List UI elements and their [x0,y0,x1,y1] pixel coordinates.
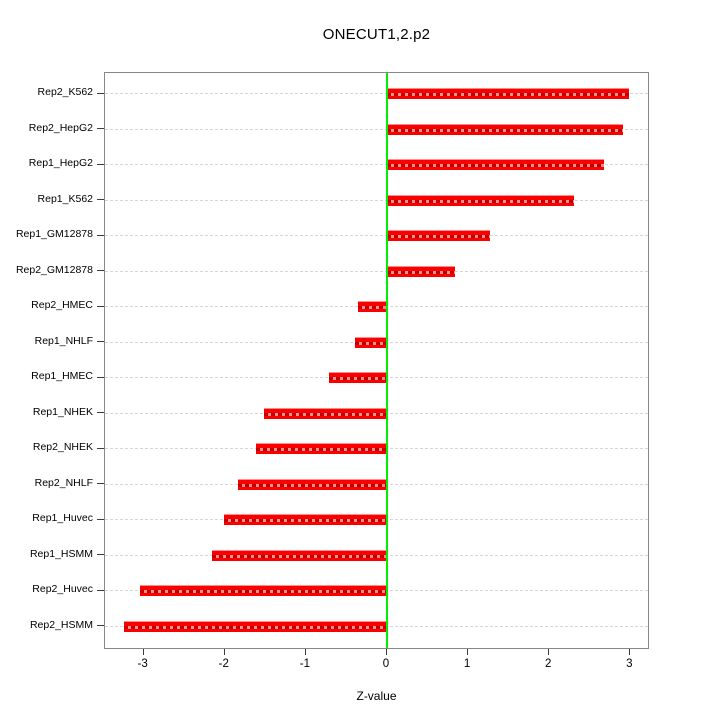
gridline [105,235,648,237]
y-axis-tick [97,447,104,449]
bar-stripe [387,93,630,96]
y-label-Rep2_GM12878: Rep2_GM12878 [15,263,93,276]
y-axis-tick [97,376,104,378]
x-tick-label-0: 0 [382,658,390,670]
bar-stripe [387,235,490,239]
bar-stripe [387,199,574,203]
x-axis-tick [467,649,469,655]
y-label-Rep2_K562: Rep2_K562 [37,86,93,98]
x-tick-label-3: 3 [626,658,633,670]
y-label-Rep2_NHLF: Rep2_NHLF [34,476,93,489]
y-label-Rep1_Huvec: Rep1_Huvec [32,512,93,525]
bar-stripe [354,341,387,345]
bar-stripe [211,554,387,558]
bar-Rep1_GM12878 [387,230,490,242]
bar-Rep1_NHEK [263,407,387,419]
y-label-Rep1_NHLF: Rep1_NHLF [34,334,93,347]
y-label-Rep2_HMEC: Rep2_HMEC [31,299,93,312]
y-axis-tick [97,234,104,236]
y-axis-tick [97,92,104,94]
x-tick-label--1: -1 [299,658,310,670]
x-axis-tick [304,649,306,655]
y-label-Rep1_HMEC: Rep1_HMEC [31,370,93,383]
x-axis-tick [548,649,550,655]
bar-Rep2_NHEK [256,443,387,455]
x-tick-label--2: -2 [218,658,229,670]
x-tick-label-2: 2 [544,658,552,670]
x-axis-title: Z-value [356,689,397,703]
x-axis-tick [386,649,387,655]
y-label-Rep1_HSMM: Rep1_HSMM [29,547,93,560]
plot-area [104,72,649,649]
bar-stripe [237,483,387,487]
bar-Rep1_Huvec [223,514,387,526]
y-label-Rep1_K562: Rep1_K562 [37,192,93,205]
bar-Rep1_HSMM [211,549,387,561]
y-label-Rep1_NHEK: Rep1_NHEK [32,405,93,418]
bar-stripe [387,128,623,132]
bar-Rep2_Huvec [139,585,387,597]
x-tick-label--3: -3 [137,658,148,670]
y-axis-tick [97,518,104,520]
gridline [105,270,648,272]
x-axis-tick [142,649,144,655]
y-label-Rep1_GM12878: Rep1_GM12878 [15,228,93,241]
bar-stripe [328,377,387,381]
bar-stripe [124,625,387,629]
y-label-Rep1_HepG2: Rep1_HepG2 [28,157,93,170]
bar-Rep2_GM12878 [387,265,456,277]
x-tick-label-1: 1 [463,658,471,670]
bar-Rep2_NHLF [237,478,387,490]
bar-Rep1_K562 [387,194,574,206]
y-axis-tick [97,163,104,165]
y-axis-tick [97,270,104,272]
bar-stripe [387,164,605,168]
bar-stripe [357,306,387,310]
gridline [105,128,648,130]
y-axis-tick [97,554,104,556]
y-label-Rep2_HepG2: Rep2_HepG2 [28,121,93,134]
x-axis-tick [223,649,225,655]
gridline [105,93,648,94]
bar-stripe [256,448,387,452]
bar-stripe [387,270,456,274]
zero-reference-line [386,73,388,648]
y-label-Rep2_HSMM: Rep2_HSMM [29,618,93,631]
bar-Rep2_HMEC [357,301,387,313]
bar-stripe [223,519,387,523]
bar-stripe [139,590,387,594]
bar-Rep2_HepG2 [387,123,623,135]
x-axis-tick [629,649,631,655]
bar-Rep1_HMEC [328,372,387,384]
y-axis-tick [97,305,104,307]
bar-Rep2_K562 [387,88,630,99]
bar-Rep2_HSMM [124,620,387,632]
y-label-Rep2_NHEK: Rep2_NHEK [32,441,93,454]
chart-title: ONECUT1,2.p2 [322,26,431,43]
y-axis-tick [97,483,104,485]
y-axis-tick [97,625,104,627]
bar-Rep1_HepG2 [387,159,605,171]
y-axis-tick [97,589,104,591]
y-axis-tick [97,128,104,130]
bar-Rep1_NHLF [354,336,387,348]
gridline [105,164,648,166]
y-axis-tick [97,341,104,343]
y-axis-tick [97,199,104,201]
y-axis-tick [97,412,104,414]
bar-stripe [263,412,387,416]
y-label-Rep2_Huvec: Rep2_Huvec [32,583,93,596]
gridline [105,199,648,201]
